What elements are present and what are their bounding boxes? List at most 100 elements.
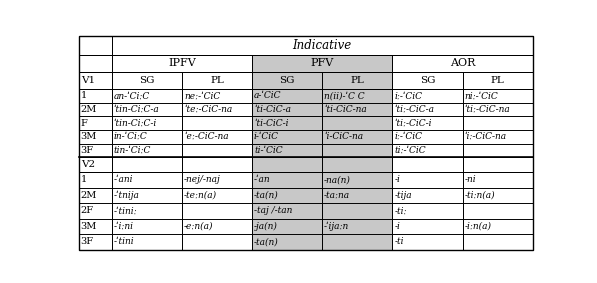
Bar [112, 89, 182, 103]
Bar [112, 72, 182, 89]
Bar [322, 89, 392, 103]
Bar [182, 157, 252, 172]
Text: iː-ˈCiC: iː-ˈCiC [394, 91, 422, 100]
Text: -ti: -ti [394, 237, 404, 246]
Bar [392, 89, 463, 103]
Bar [392, 130, 463, 143]
Text: ˈteː-CiC-na: ˈteː-CiC-na [184, 105, 232, 114]
Text: tin-ˈCiːC: tin-ˈCiːC [114, 146, 151, 155]
Text: tiː-ˈCiC: tiː-ˈCiC [394, 146, 426, 155]
Bar [112, 103, 182, 116]
Text: PL: PL [210, 76, 224, 85]
Bar [182, 103, 252, 116]
Bar [392, 157, 463, 172]
Bar [182, 172, 252, 188]
Text: -ja(n): -ja(n) [254, 222, 278, 231]
Bar [463, 188, 533, 203]
Bar [182, 203, 252, 219]
Text: ˈti-CiC-na: ˈti-CiC-na [324, 105, 367, 114]
Text: PL: PL [350, 76, 364, 85]
Bar [112, 188, 182, 203]
Bar [322, 143, 392, 157]
Bar [392, 143, 463, 157]
Bar [112, 36, 533, 55]
Bar [112, 157, 182, 172]
Text: -i: -i [394, 175, 400, 185]
Bar [252, 130, 322, 143]
Text: PFV: PFV [310, 58, 334, 68]
Text: n(ii)-ˈC C: n(ii)-ˈC C [324, 91, 365, 100]
Text: -ˈtini: -ˈtini [114, 237, 134, 246]
Text: i-ˈCiC: i-ˈCiC [254, 132, 279, 141]
Text: -ˈijaːn: -ˈijaːn [324, 222, 349, 231]
Text: ˈtiː-CiC-a: ˈtiː-CiC-a [394, 105, 434, 114]
Bar [252, 116, 322, 130]
Bar [252, 89, 322, 103]
Bar [252, 157, 322, 172]
Bar [79, 89, 112, 103]
Text: 3M: 3M [81, 132, 97, 141]
Text: 1: 1 [81, 91, 87, 100]
Bar [322, 188, 392, 203]
Bar [322, 203, 392, 219]
Text: V2: V2 [81, 160, 95, 169]
Text: -na(n): -na(n) [324, 175, 351, 185]
Text: PL: PL [491, 76, 504, 85]
Bar [392, 203, 463, 219]
Bar [252, 172, 322, 188]
Bar [182, 130, 252, 143]
Bar [79, 172, 112, 188]
Bar [392, 55, 533, 72]
Bar [182, 72, 252, 89]
Bar [322, 130, 392, 143]
Bar [252, 188, 322, 203]
Text: V1: V1 [81, 76, 95, 85]
Text: ˈtin-CiːC-a: ˈtin-CiːC-a [114, 105, 159, 114]
Text: ˈti-CiC-a: ˈti-CiC-a [254, 105, 291, 114]
Bar [392, 188, 463, 203]
Bar [79, 188, 112, 203]
Text: -iːn(a): -iːn(a) [464, 222, 491, 231]
Bar [392, 234, 463, 250]
Text: -tiː: -tiː [394, 206, 407, 215]
Text: ˈeː-CiC-na: ˈeː-CiC-na [184, 132, 229, 141]
Bar [463, 219, 533, 234]
Bar [463, 103, 533, 116]
Text: ti-ˈCiC: ti-ˈCiC [254, 146, 282, 155]
Text: -eːn(a): -eːn(a) [184, 222, 213, 231]
Text: ˈtin-CiːC-i: ˈtin-CiːC-i [114, 119, 157, 128]
Bar [182, 89, 252, 103]
Text: neː-ˈCiC: neː-ˈCiC [184, 91, 220, 100]
Bar [463, 203, 533, 219]
Bar [322, 157, 392, 172]
Bar [322, 103, 392, 116]
Bar [392, 219, 463, 234]
Text: an-ˈCiːC: an-ˈCiːC [114, 91, 150, 100]
Bar [322, 219, 392, 234]
Bar [463, 157, 533, 172]
Text: ˈtiː-CiC-na: ˈtiː-CiC-na [464, 105, 510, 114]
Bar [79, 116, 112, 130]
Bar [322, 72, 392, 89]
Text: SG: SG [420, 76, 435, 85]
Bar [463, 72, 533, 89]
Text: Indicative: Indicative [293, 39, 352, 52]
Bar [79, 219, 112, 234]
Bar [79, 103, 112, 116]
Bar [392, 172, 463, 188]
Bar [463, 234, 533, 250]
Bar [252, 103, 322, 116]
Bar [392, 103, 463, 116]
Bar [463, 172, 533, 188]
Text: -nej/-naj: -nej/-naj [184, 175, 221, 185]
Bar [112, 203, 182, 219]
Text: iː-ˈCiC: iː-ˈCiC [394, 132, 422, 141]
Text: 3F: 3F [81, 237, 94, 246]
Text: AOR: AOR [450, 58, 475, 68]
Bar [79, 130, 112, 143]
Text: a-ˈCiC: a-ˈCiC [254, 91, 282, 100]
Bar [112, 219, 182, 234]
Text: -tija: -tija [394, 191, 412, 200]
Bar [322, 234, 392, 250]
Text: -ˈan: -ˈan [254, 175, 270, 185]
